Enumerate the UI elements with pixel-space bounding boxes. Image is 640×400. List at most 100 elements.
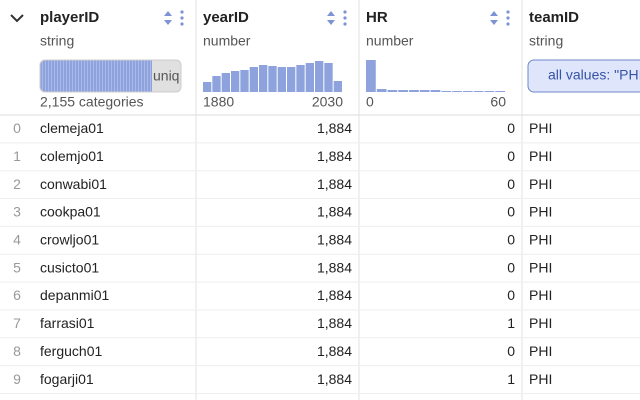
menu-dot[interactable] [506,22,510,26]
menu-dot[interactable] [180,22,184,26]
row-index: 7 [13,315,21,331]
cell: 1 [507,315,515,331]
histogram-bar [398,90,409,92]
cell: 1,884 [317,176,352,192]
cell: 0 [507,148,515,164]
histogram-min: 1880 [203,94,234,110]
histogram-bar [315,61,324,92]
histogram-bar [240,70,249,92]
histogram-bar [495,91,505,92]
cell: PHI [529,315,552,331]
column-type: string [529,33,563,49]
sort-icon[interactable] [164,11,172,25]
cell: clemeja01 [40,120,104,136]
histogram-bar [277,67,286,92]
cell: 1,884 [317,232,352,248]
histogram-bar [221,73,230,92]
cell: PHI [529,232,552,248]
value-chip[interactable] [527,59,640,93]
column-type: number [203,33,251,49]
cell: 0 [507,287,515,303]
cell: 1,884 [317,371,352,387]
cell: PHI [529,148,552,164]
category-count: 2,155 categories [40,94,144,110]
column-name[interactable]: playerID [40,9,99,26]
menu-dot[interactable] [506,16,510,20]
cell: cusicto01 [40,259,99,275]
menu-dot[interactable] [180,16,184,20]
cell: 0 [507,343,515,359]
row-index: 1 [13,148,21,164]
row-index: 8 [13,343,21,359]
histogram-bar [409,90,419,92]
column-name[interactable]: teamID [529,9,579,26]
histogram-bar [212,76,221,92]
histogram-bar [324,63,333,92]
histogram-bar [333,81,342,92]
cell: 1,884 [317,204,352,220]
unique-bar [40,60,181,92]
row-index: 4 [13,232,21,248]
cell: colemjo01 [40,148,104,164]
sort-icon[interactable] [490,11,498,25]
histogram-bar [452,91,462,92]
cell: farrasi01 [40,315,95,331]
cell: 1 [507,371,515,387]
menu-dot[interactable] [180,10,184,14]
menu-dot[interactable] [343,16,347,20]
menu-dot[interactable] [343,10,347,14]
histogram-bar [441,91,452,92]
row-index: 5 [13,259,21,275]
cell: ferguch01 [40,343,102,359]
cell: 0 [507,120,515,136]
histogram-max: 60 [490,94,506,110]
row-index: 2 [13,176,21,192]
sort-icon[interactable] [327,11,335,25]
histogram-bar [473,91,484,92]
cell: PHI [529,204,552,220]
histogram-bar [287,67,296,92]
cell: 1,884 [317,120,352,136]
cell: 1,884 [317,287,352,303]
histogram-bar [231,71,240,92]
histogram-bar [203,82,212,92]
histogram-bar [366,60,376,92]
cell: cookpa01 [40,204,101,220]
cell: fogarji01 [40,371,94,387]
histogram-bar [259,65,268,92]
histogram-max: 2030 [312,94,343,110]
row-index: 0 [13,120,21,136]
histogram-bar [462,91,473,92]
cell: 0 [507,204,515,220]
histogram-bar [387,90,398,92]
histogram-bar [249,67,258,92]
histogram-bar [430,90,441,92]
cell: 1,884 [317,343,352,359]
column-type: number [366,33,414,49]
collapse-toggle[interactable] [10,14,24,23]
unique-bar-label: uniq [153,68,179,84]
histogram-bar [268,66,277,92]
column-name[interactable]: yearID [203,9,249,26]
cell: 0 [507,176,515,192]
cell: PHI [529,259,552,275]
cell: 1,884 [317,148,352,164]
column-type: string [40,33,74,49]
cell: 0 [507,232,515,248]
histogram-bar [376,89,387,92]
cell: 1,884 [317,315,352,331]
row-index: 6 [13,287,21,303]
column-name[interactable]: HR [366,9,388,26]
cell: 0 [507,259,515,275]
menu-dot[interactable] [506,10,510,14]
histogram-bar [296,65,305,92]
cell: crowljo01 [40,232,99,248]
menu-dot[interactable] [343,22,347,26]
histogram-bar [305,63,314,92]
cell: conwabi01 [40,176,107,192]
histogram-bar [484,91,495,92]
cell: PHI [529,120,552,136]
cell: PHI [529,287,552,303]
unique-bar-border [39,59,182,93]
